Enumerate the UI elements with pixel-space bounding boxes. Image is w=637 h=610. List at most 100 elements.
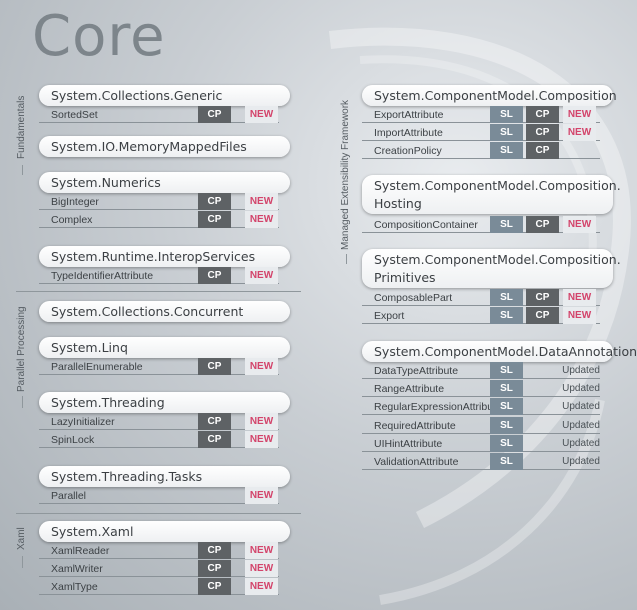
class-row: CompositionContainer SL CP NEW bbox=[362, 216, 600, 233]
sl-badge: SL bbox=[490, 289, 523, 306]
namespace-linq: System.Linq bbox=[39, 337, 290, 358]
group-line bbox=[346, 254, 347, 264]
class-name: XamlReader bbox=[51, 545, 110, 557]
class-name: ExportAttribute bbox=[374, 109, 444, 121]
updated-label: Updated bbox=[562, 401, 600, 412]
cp-badge: CP bbox=[198, 413, 231, 430]
new-badge: NEW bbox=[245, 487, 278, 504]
page-title: Core bbox=[32, 4, 166, 69]
class-row: ImportAttribute SL CP NEW bbox=[362, 124, 600, 141]
class-name: XamlWriter bbox=[51, 563, 103, 575]
namespace-threading: System.Threading bbox=[39, 392, 290, 413]
new-badge: NEW bbox=[245, 193, 278, 210]
namespace-memory-mapped-files: System.IO.MemoryMappedFiles bbox=[39, 136, 290, 157]
updated-label: Updated bbox=[562, 365, 600, 376]
class-row: ExportAttribute SL CP NEW bbox=[362, 106, 600, 123]
group-separator bbox=[16, 291, 301, 292]
new-badge: NEW bbox=[245, 431, 278, 448]
class-row: CreationPolicy SL CP bbox=[362, 142, 600, 159]
sl-badge: SL bbox=[490, 453, 523, 470]
namespace-xaml: System.Xaml bbox=[39, 521, 290, 542]
new-badge: NEW bbox=[563, 124, 596, 141]
cp-badge: CP bbox=[526, 124, 559, 141]
class-row: RequiredAttribute SL Updated bbox=[362, 417, 600, 434]
group-line bbox=[22, 165, 23, 175]
group-separator bbox=[16, 513, 301, 514]
new-badge: NEW bbox=[245, 358, 278, 375]
sl-badge: SL bbox=[490, 124, 523, 141]
class-row: TypeIdentifierAttribute CP NEW bbox=[39, 267, 279, 284]
cp-badge: CP bbox=[198, 211, 231, 228]
cp-badge: CP bbox=[198, 560, 231, 577]
class-name: RequiredAttribute bbox=[374, 420, 456, 432]
namespace-threading-tasks: System.Threading.Tasks bbox=[39, 466, 290, 487]
cp-badge: CP bbox=[198, 106, 231, 123]
updated-label: Updated bbox=[562, 383, 600, 394]
class-name: Parallel bbox=[51, 490, 87, 502]
class-name: SpinLock bbox=[51, 434, 95, 446]
new-badge: NEW bbox=[245, 578, 278, 595]
namespace-title-line: System.ComponentModel.Composition. bbox=[374, 252, 621, 267]
sl-badge: SL bbox=[490, 417, 523, 434]
sl-badge: SL bbox=[490, 380, 523, 397]
namespace-composition-hosting: System.ComponentModel.Composition. Hosti… bbox=[362, 175, 621, 214]
cp-badge: CP bbox=[198, 267, 231, 284]
namespace-numerics: System.Numerics bbox=[39, 172, 290, 193]
class-row: RegularExpressionAttribute SL Updated bbox=[362, 398, 600, 415]
namespace-composition: System.ComponentModel.Composition bbox=[362, 85, 617, 106]
class-row: SpinLock CP NEW bbox=[39, 431, 279, 448]
namespace-data-annotations: System.ComponentModel.DataAnnotations bbox=[362, 341, 637, 362]
namespace-collections-concurrent: System.Collections.Concurrent bbox=[39, 301, 290, 322]
cp-badge: CP bbox=[198, 542, 231, 559]
class-name: LazyInitializer bbox=[51, 416, 115, 428]
group-label-xaml: Xaml bbox=[16, 527, 27, 550]
namespace-composition-primitives: System.ComponentModel.Composition. Primi… bbox=[362, 249, 621, 288]
class-row: Complex CP NEW bbox=[39, 211, 279, 228]
updated-label: Updated bbox=[562, 420, 600, 431]
new-badge: NEW bbox=[245, 542, 278, 559]
new-badge: NEW bbox=[563, 106, 596, 123]
class-name: Complex bbox=[51, 214, 93, 226]
namespace-title-line: Primitives bbox=[374, 270, 436, 285]
cp-badge: CP bbox=[198, 431, 231, 448]
class-row: LazyInitializer CP NEW bbox=[39, 413, 279, 430]
class-name: RangeAttribute bbox=[374, 383, 445, 395]
new-badge: NEW bbox=[563, 307, 596, 324]
group-line bbox=[22, 396, 23, 408]
cp-badge: CP bbox=[526, 289, 559, 306]
class-name: CompositionContainer bbox=[374, 219, 478, 231]
group-label-mef: Managed Extensibility Framework bbox=[340, 99, 351, 250]
class-row: DataTypeAttribute SL Updated bbox=[362, 362, 600, 379]
updated-label: Updated bbox=[562, 456, 600, 467]
class-row: XamlReader CP NEW bbox=[39, 542, 279, 559]
new-badge: NEW bbox=[245, 106, 278, 123]
class-name: TypeIdentifierAttribute bbox=[51, 270, 154, 282]
class-row: Parallel NEW bbox=[39, 487, 279, 504]
group-label-fundamentals: Fundamentals bbox=[16, 95, 27, 159]
class-name: ValidationAttribute bbox=[374, 456, 459, 468]
class-name: CreationPolicy bbox=[374, 145, 442, 157]
group-label-parallel: Parallel Processing bbox=[16, 306, 27, 392]
cp-badge: CP bbox=[198, 358, 231, 375]
class-name: DataTypeAttribute bbox=[374, 365, 459, 377]
sl-badge: SL bbox=[490, 106, 523, 123]
cp-badge: CP bbox=[198, 578, 231, 595]
cp-badge: CP bbox=[526, 106, 559, 123]
sl-badge: SL bbox=[490, 216, 523, 233]
sl-badge: SL bbox=[490, 398, 523, 415]
class-row: XamlType CP NEW bbox=[39, 578, 279, 595]
namespace-title-line: System.ComponentModel.Composition. bbox=[374, 178, 621, 193]
class-name: ComposablePart bbox=[374, 292, 453, 304]
new-badge: NEW bbox=[245, 267, 278, 284]
class-name: ParallelEnumerable bbox=[51, 361, 143, 373]
class-row: ValidationAttribute SL Updated bbox=[362, 453, 600, 470]
class-name: ImportAttribute bbox=[374, 127, 443, 139]
cp-badge: CP bbox=[198, 193, 231, 210]
class-name: XamlType bbox=[51, 581, 98, 593]
cp-badge: CP bbox=[526, 142, 559, 159]
new-badge: NEW bbox=[245, 413, 278, 430]
group-line bbox=[22, 556, 23, 568]
class-name: Export bbox=[374, 310, 405, 322]
class-row: Export SL CP NEW bbox=[362, 307, 600, 324]
class-name: RegularExpressionAttribute bbox=[374, 401, 502, 413]
